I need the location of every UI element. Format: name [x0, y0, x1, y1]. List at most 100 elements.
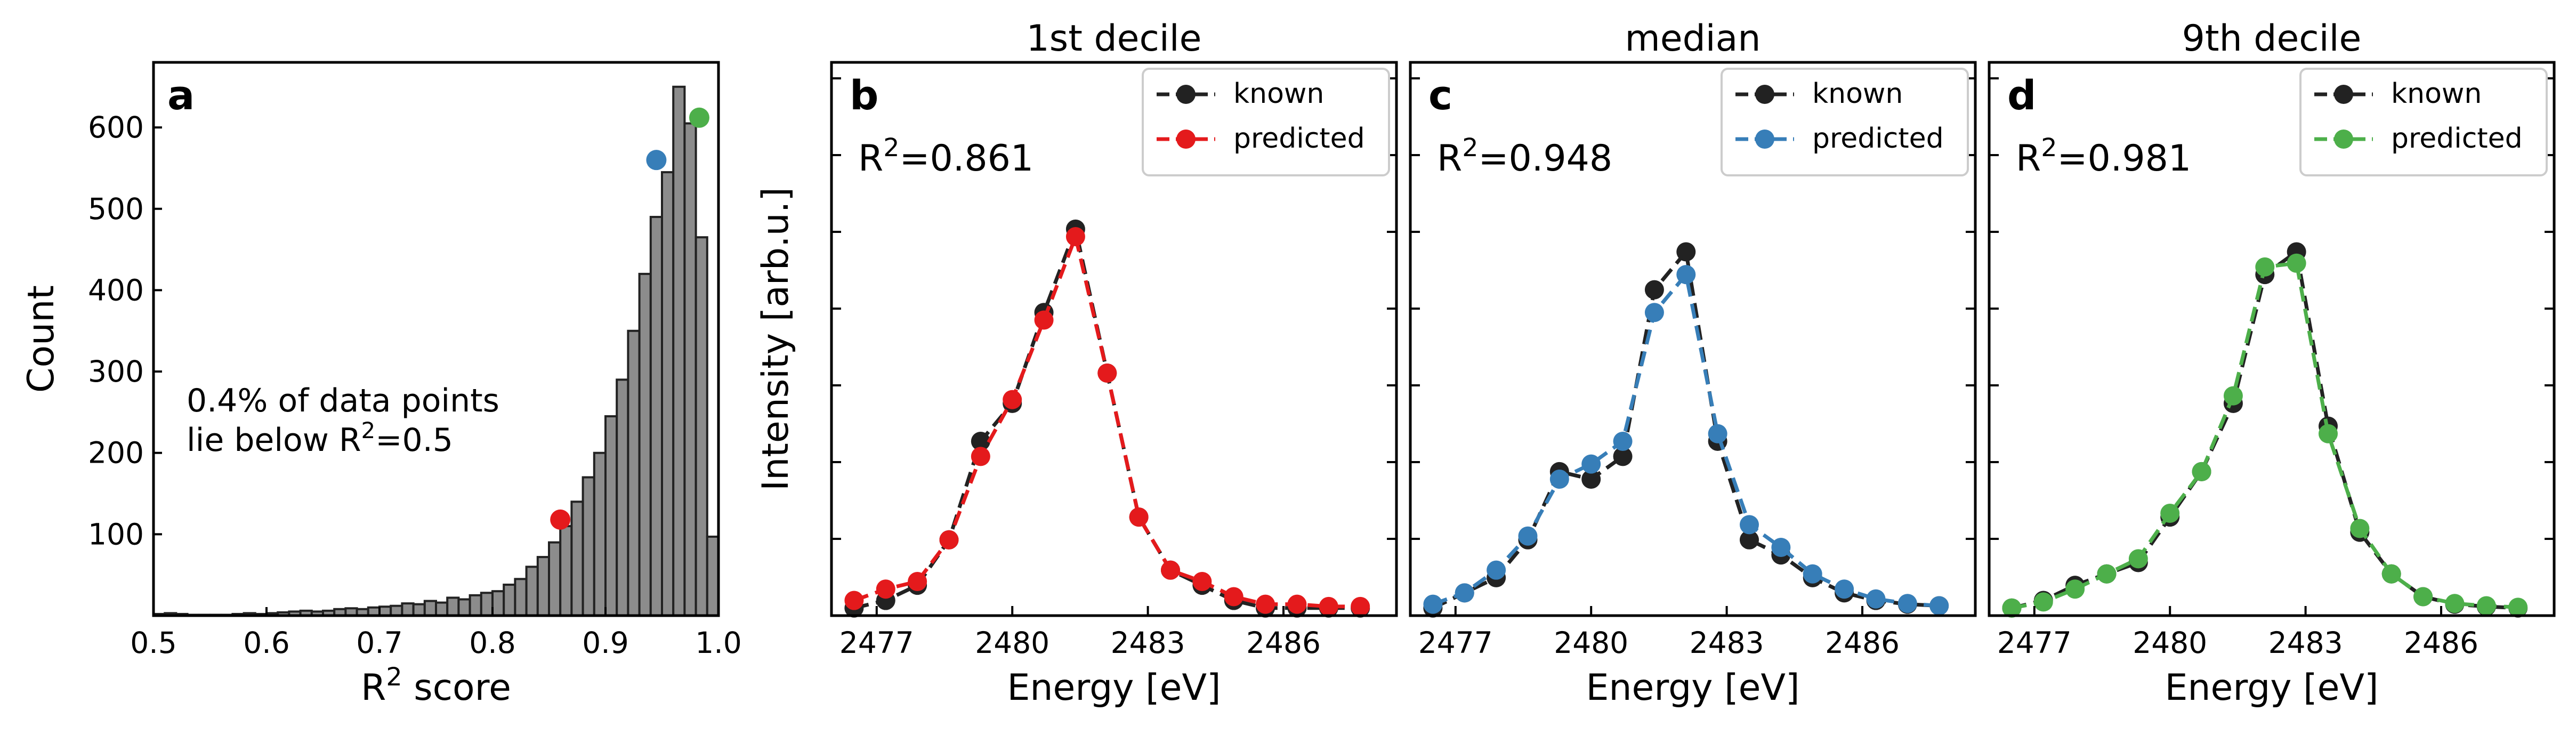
histogram-bar [514, 578, 528, 617]
x-tick-label: 0.8 [469, 626, 515, 660]
data-point-predicted [1835, 579, 1854, 599]
data-point-predicted [1097, 363, 1117, 383]
data-point-predicted [2255, 257, 2275, 277]
data-point-predicted [1897, 594, 1917, 613]
spectrum-panel-d: 2477 2480 2483 2486 9th decile d R2=0.981 Energ… [1988, 18, 2556, 709]
x-axis-label: Energy [eV] [1586, 667, 1799, 709]
highlight-marker [550, 509, 571, 530]
legend: known predicted [1721, 68, 1969, 176]
histogram-bar [616, 378, 629, 617]
data-point-known [1613, 447, 1633, 466]
data-point-predicted [1866, 589, 1886, 609]
x-tick-label: 0.7 [356, 626, 402, 660]
data-point-predicted [876, 579, 895, 599]
histogram-frame [152, 61, 720, 617]
data-point-predicted [2192, 462, 2211, 481]
histogram-bar [435, 601, 449, 617]
histogram-bar [548, 541, 562, 617]
x-axis-label: Energy [eV] [2165, 667, 2378, 709]
histogram-bar [390, 604, 403, 617]
r2-score-label: R2=0.948 [1437, 133, 1612, 180]
panel-letter-d: d [2007, 71, 2036, 119]
y-tick-label: 400 [88, 273, 144, 307]
histogram-bar [401, 602, 415, 617]
data-point-predicted [971, 447, 990, 466]
data-point-predicted [1351, 596, 1370, 616]
data-point-predicted [1224, 587, 1243, 607]
y-tick-label: 100 [88, 517, 144, 551]
annotation-line-1: 0.4% of data points [187, 382, 499, 419]
data-point-known [1676, 242, 1696, 262]
legend-marker-known [1755, 85, 1774, 104]
intensity-axis-label: Intensity [arb.u.] [755, 187, 797, 491]
histogram-bar [604, 415, 618, 617]
r2-score-label: R2=0.981 [2016, 133, 2191, 180]
panel-letter-a: a [167, 71, 195, 119]
panel-letter-b: b [850, 71, 878, 119]
data-point-predicted [2381, 564, 2401, 584]
series-line-predicted [2011, 261, 2518, 610]
data-point-predicted [1319, 596, 1338, 616]
histogram-bar [378, 605, 392, 617]
y-axis-label: Count [20, 285, 62, 393]
panel-title: median [1625, 18, 1761, 60]
data-point-predicted [1423, 594, 1443, 614]
x-axis-label: Energy [eV] [1007, 667, 1221, 709]
histogram-bar [649, 216, 664, 617]
highlight-marker [689, 107, 709, 128]
x-tick-label: 0.9 [582, 626, 628, 660]
x-tick-label: 2486 [1246, 626, 1321, 660]
data-point-predicted [2160, 504, 2180, 523]
histogram-bar [638, 272, 652, 617]
histogram-bar [627, 329, 641, 617]
spectrum-panel-b: 2477 2480 2483 2486 1st decile b R2=0.861 Energ… [830, 18, 1398, 709]
data-point-predicted [2128, 549, 2148, 569]
x-tick-label: 0.5 [130, 626, 176, 660]
histogram-bar [661, 171, 675, 617]
x-tick-label: 2477 [839, 626, 914, 660]
data-point-predicted [1708, 424, 1727, 443]
legend-marker-predicted [2334, 130, 2353, 149]
data-point-predicted [1003, 390, 1022, 409]
r2-score-label: R2=0.861 [858, 133, 1033, 180]
data-point-predicted [1455, 583, 1474, 603]
data-point-predicted [2097, 564, 2117, 584]
legend-marker-predicted [1755, 130, 1774, 149]
histogram-bar [503, 583, 516, 617]
data-point-predicted [1613, 431, 1633, 451]
y-tick-label: 300 [88, 354, 144, 389]
data-point-known [1740, 530, 1759, 550]
legend: known predicted [1142, 68, 1390, 176]
histogram-bar [469, 594, 482, 617]
series-line-known [853, 222, 1361, 610]
data-point-predicted [2002, 598, 2022, 618]
data-point-predicted [1256, 594, 1275, 614]
histogram-bar [412, 603, 426, 617]
x-tick-label: 2483 [1690, 626, 1764, 660]
series-line-predicted [853, 230, 1361, 609]
histogram-bar [672, 85, 686, 617]
data-point-predicted [2508, 597, 2528, 617]
histogram-panel: 0.5 0.6 0.7 0.8 0.9 1.0 100 200 300 400 500 600 a R2 … [20, 61, 742, 709]
legend-marker-predicted [1176, 130, 1196, 149]
histogram-bar [593, 451, 607, 617]
histogram-bar [423, 600, 437, 617]
spectrum-panel-c: 2477 2480 2483 2486 median c R2=0.948 Energy [e… [1409, 18, 1977, 709]
x-tick-label: 2480 [1554, 626, 1628, 660]
data-point-known [1581, 470, 1601, 489]
data-point-predicted [2413, 587, 2433, 607]
data-point-predicted [2445, 594, 2465, 613]
series-line-known [2011, 248, 2518, 610]
histogram-bar [683, 122, 697, 617]
x-tick-label: 2483 [1111, 626, 1185, 660]
data-point-predicted [2319, 424, 2338, 443]
data-point-predicted [1771, 538, 1791, 558]
panel-title: 9th decile [2182, 18, 2362, 60]
histogram-bar [559, 525, 573, 617]
panel-frame [830, 61, 1398, 617]
data-point-predicted [1065, 227, 1085, 247]
legend-label-predicted: predicted [2391, 123, 2523, 155]
histogram-bar [525, 566, 539, 617]
legend-label-predicted: predicted [1233, 123, 1365, 155]
